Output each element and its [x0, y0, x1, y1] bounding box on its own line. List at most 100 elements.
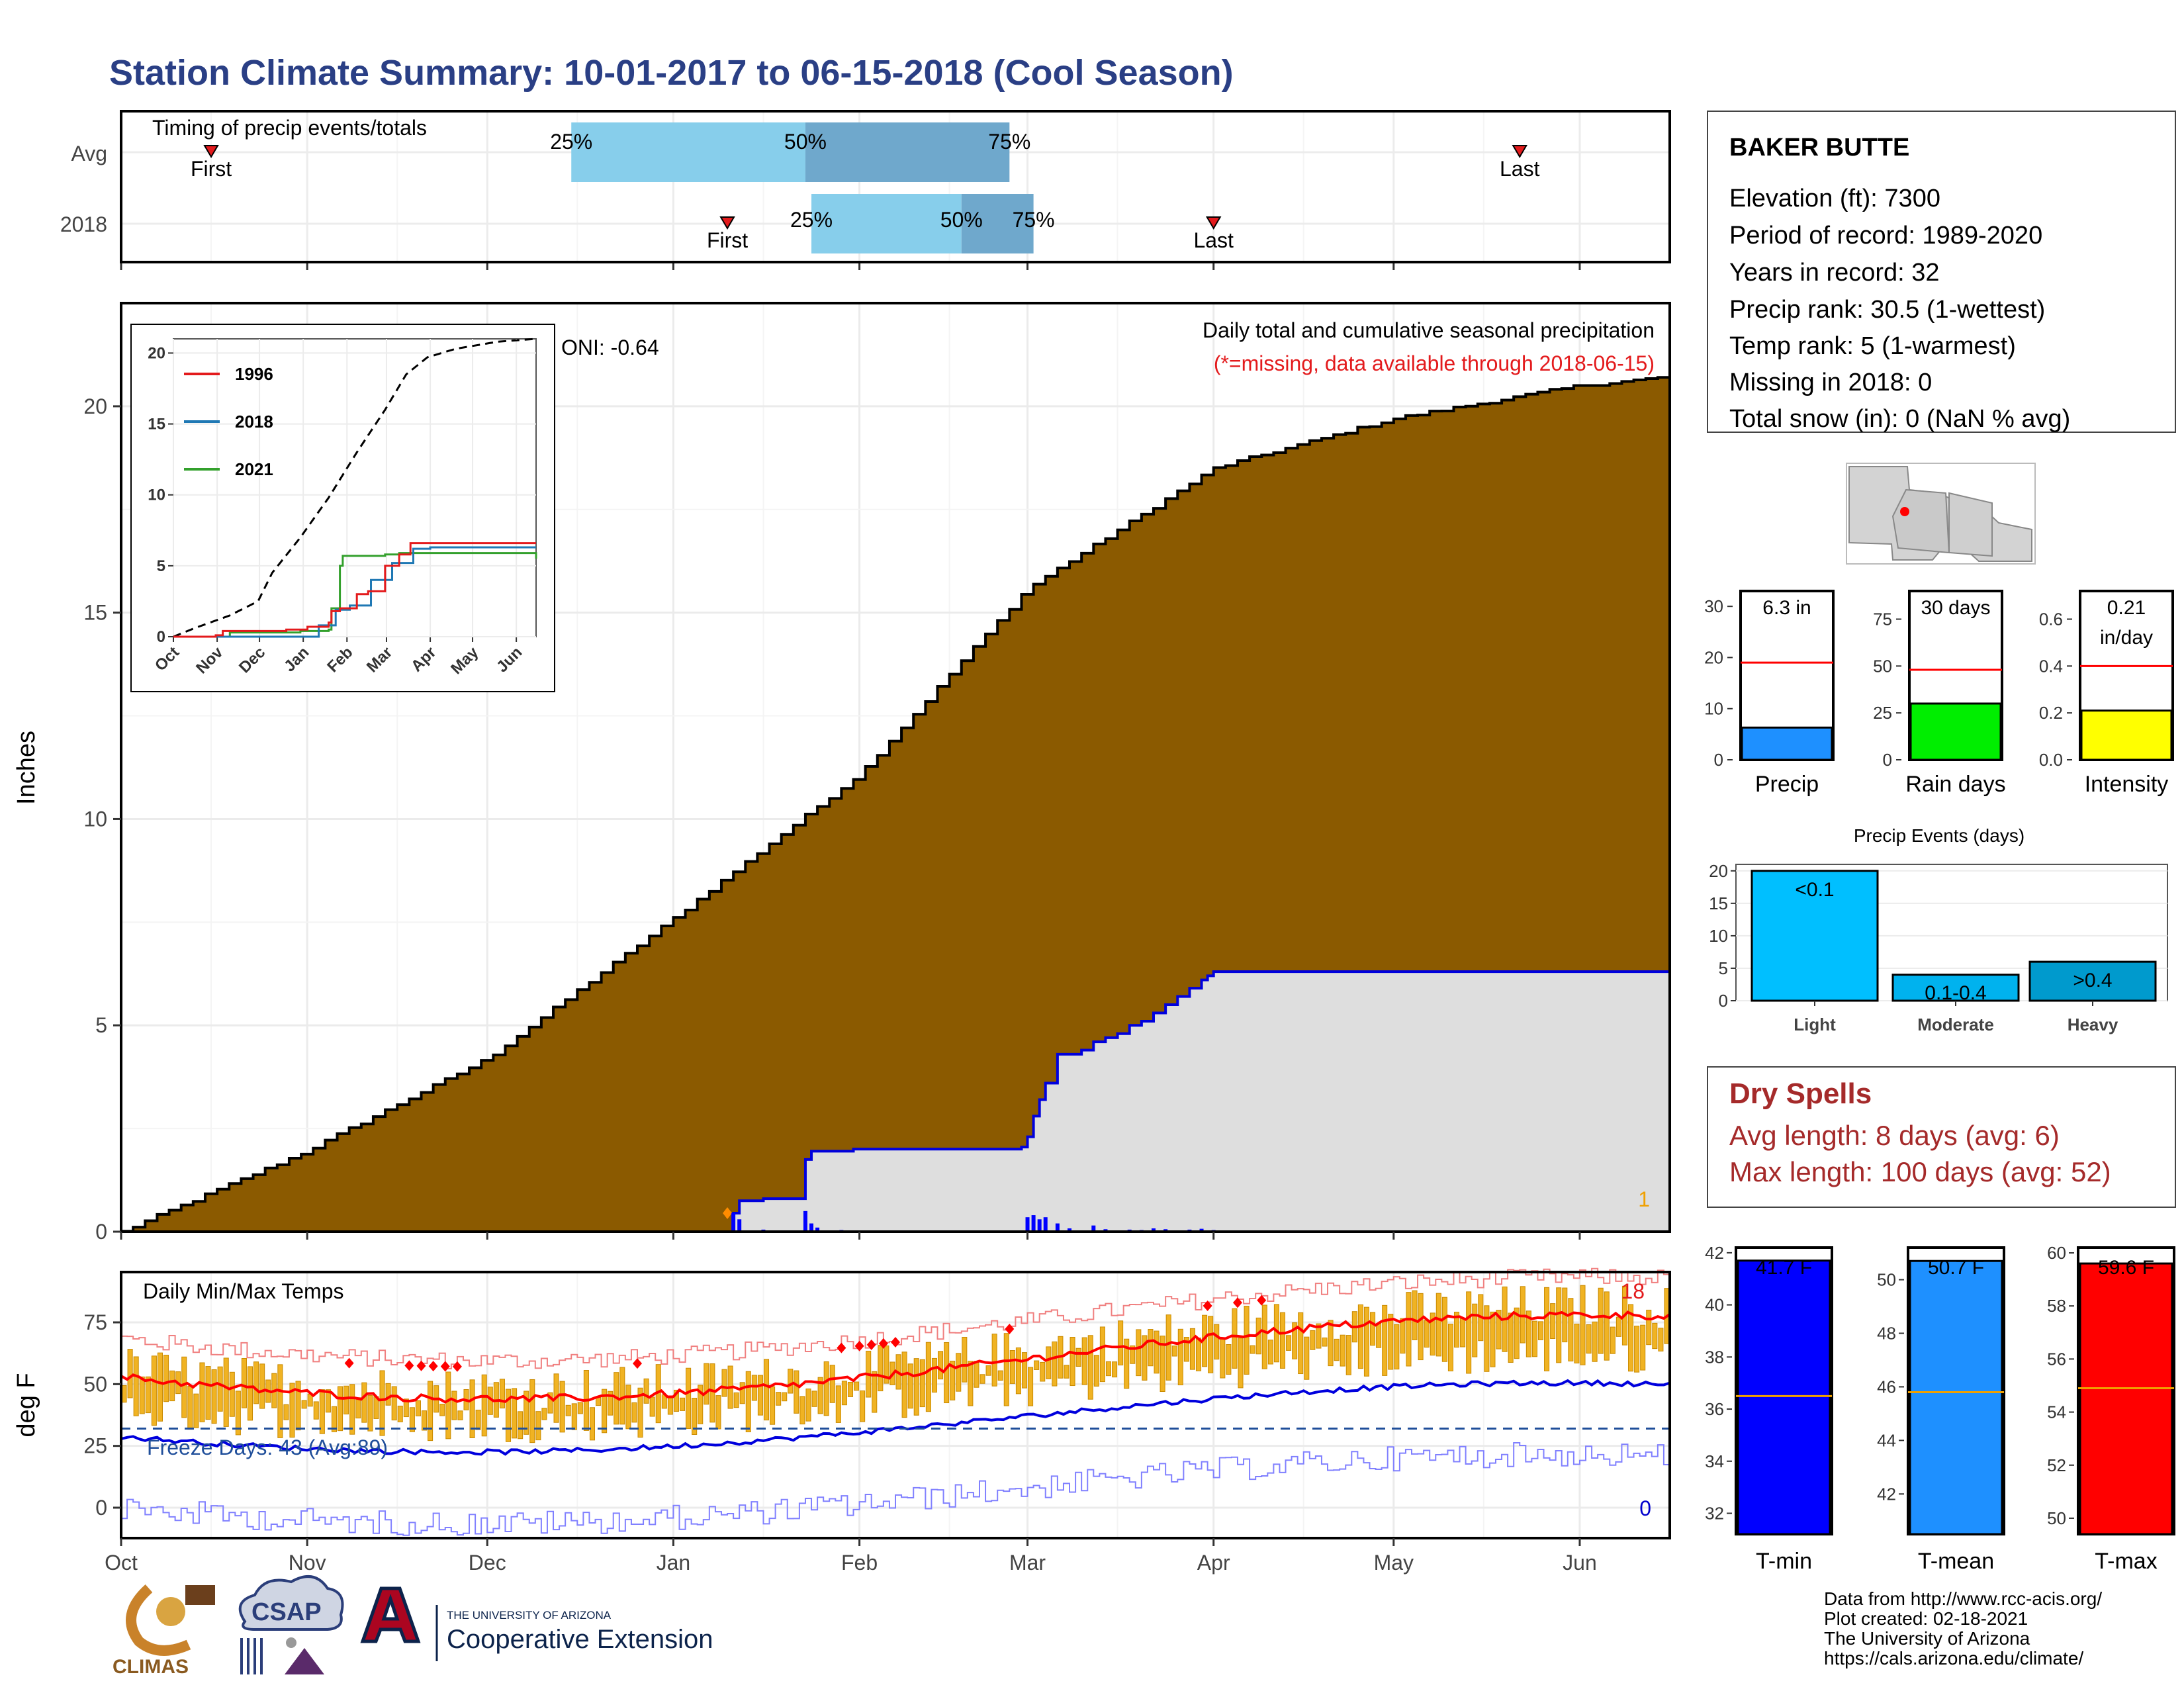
small-bar-ytick-label: 75 — [1873, 610, 1892, 629]
small-bar-value-label: 30 days — [1921, 597, 1990, 619]
dry-spells-avg: Avg length: 8 days (avg: 6) — [1729, 1120, 2060, 1151]
daily-temp-bar — [1099, 1326, 1105, 1383]
missing-data-marker — [723, 1207, 733, 1219]
credits: Data from http://www.rcc-acis.org/ Plot … — [1824, 1588, 2102, 1668]
station-name: BAKER BUTTE — [1729, 134, 1909, 161]
inset-line-1996 — [173, 542, 536, 638]
small-bar-ytick-label: 0 — [1883, 750, 1892, 770]
daily-temp-bar — [878, 1345, 884, 1392]
daily-temp-bar — [1040, 1361, 1046, 1382]
events-ytick-label: 20 — [1709, 861, 1728, 881]
daily-temp-bar — [1472, 1303, 1478, 1357]
daily-temp-bar — [181, 1356, 187, 1418]
month-label: Jan — [657, 1551, 691, 1575]
temp-bar-ytick-label: 56 — [2047, 1349, 2066, 1369]
daily-temp-bar — [944, 1342, 950, 1404]
daily-temp-bar — [1286, 1335, 1292, 1351]
daily-temp-bar — [151, 1355, 157, 1426]
month-label: Feb — [841, 1551, 878, 1575]
daily-temp-bar — [457, 1410, 463, 1420]
timing-event-marker — [203, 145, 219, 158]
small-bar-ytick-label: 0 — [1714, 750, 1723, 770]
temp-bar-category-label: T-min — [1756, 1549, 1812, 1574]
daily-temp-bar — [907, 1363, 913, 1409]
daily-temp-bar — [1340, 1334, 1345, 1367]
daily-temp-bar — [199, 1362, 205, 1422]
inset-legend-label: 1996 — [235, 364, 273, 384]
temp-bar-value — [2079, 1262, 2173, 1535]
daily-temp-bar — [763, 1359, 770, 1421]
daily-temp-bar — [343, 1385, 349, 1415]
daily-temp-bar — [788, 1369, 794, 1394]
timing-quantile-label: 50% — [940, 208, 983, 232]
daily-temp-bar — [1376, 1323, 1382, 1348]
timing-event-label: Last — [1193, 228, 1234, 252]
daily-temp-bar — [1142, 1335, 1148, 1381]
daily-temp-bar — [1021, 1352, 1028, 1389]
daily-temp-bar — [439, 1404, 445, 1416]
daily-temp-bar — [979, 1374, 985, 1384]
daily-temp-bar — [577, 1402, 583, 1414]
daily-temp-bar — [331, 1406, 338, 1432]
credit-url: https://cals.arizona.edu/climate/ — [1824, 1648, 2083, 1668]
daily-temp-bar — [811, 1391, 817, 1407]
daily-temp-bar — [229, 1371, 235, 1417]
precip-missing-note: (*=missing, data available through 2018-… — [1214, 351, 1655, 375]
daily-temp-bar — [770, 1386, 776, 1425]
record-high-marker — [1232, 1297, 1242, 1308]
timing-label: Timing of precip events/totals — [152, 116, 427, 140]
daily-temp-bar — [1580, 1285, 1586, 1365]
daily-temp-bar — [1310, 1330, 1316, 1350]
daily-temp-bar — [757, 1375, 763, 1416]
precip-ytick-label: 10 — [83, 807, 107, 831]
small-bar-ytick-label: 30 — [1704, 596, 1723, 616]
timing-bar-q50-q75 — [805, 122, 1010, 182]
timing-row-avg: Avg — [71, 142, 107, 165]
record-high-marker — [440, 1361, 450, 1372]
daily-temp-bar — [860, 1390, 866, 1422]
daily-temp-bar — [884, 1345, 889, 1384]
daily-temp-bar — [1525, 1310, 1531, 1357]
events-bar-label: 0.1-0.4 — [1925, 982, 1986, 1004]
daily-temp-bar — [1441, 1297, 1447, 1362]
daily-precip-bar — [1199, 1228, 1204, 1232]
daily-temp-bar — [1447, 1324, 1453, 1371]
daily-temp-bar — [619, 1367, 625, 1425]
daily-temp-bar — [1610, 1326, 1615, 1354]
daily-temp-bar — [1634, 1326, 1640, 1373]
temp-bar-value — [1737, 1259, 1831, 1535]
precip-corner-count: 1 — [1638, 1187, 1650, 1211]
daily-temp-bar — [523, 1391, 529, 1435]
events-bar-label: <0.1 — [1795, 879, 1834, 901]
daily-temp-bar — [1267, 1340, 1273, 1365]
month-label: Jun — [1563, 1551, 1597, 1575]
daily-temp-bar — [1430, 1312, 1435, 1356]
daily-temp-bar — [931, 1357, 937, 1393]
daily-temp-bar — [1537, 1321, 1544, 1340]
daily-temp-bar — [1406, 1292, 1412, 1367]
temp-bar-category-label: T-max — [2095, 1549, 2157, 1574]
month-label: Apr — [1197, 1551, 1230, 1575]
inset-chart: Oct Nov Dec Jan Feb Mar Apr May Jun0510152019962… — [130, 324, 555, 692]
daily-temp-bar — [169, 1370, 175, 1402]
timing-row-2018: 2018 — [60, 212, 107, 236]
daily-temp-bar — [1118, 1320, 1124, 1366]
daily-temp-bar — [1304, 1336, 1310, 1380]
daily-temp-bar — [1189, 1328, 1195, 1370]
daily-temp-bar — [1586, 1324, 1592, 1354]
daily-temp-bar — [1484, 1305, 1490, 1372]
small-bar-value — [1909, 702, 2002, 761]
daily-temp-bar — [991, 1334, 997, 1387]
temp-bar-ytick-label: 58 — [2047, 1296, 2066, 1316]
daily-temp-bar — [469, 1379, 475, 1438]
daily-temp-bar — [709, 1363, 715, 1423]
daily-temp-bar — [1435, 1293, 1441, 1357]
daily-temp-bar — [1093, 1355, 1099, 1387]
daily-temp-bar — [1160, 1336, 1165, 1393]
daily-temp-bar — [1171, 1346, 1177, 1357]
timing-panel: 25% 50% 75% First Last 25% 50% 75% First Last Tim… — [60, 110, 1671, 270]
daily-temp-bar — [794, 1370, 799, 1414]
daily-temp-bar — [1195, 1338, 1202, 1371]
daily-precip-bar — [1068, 1228, 1072, 1232]
record-high-marker — [866, 1339, 876, 1350]
